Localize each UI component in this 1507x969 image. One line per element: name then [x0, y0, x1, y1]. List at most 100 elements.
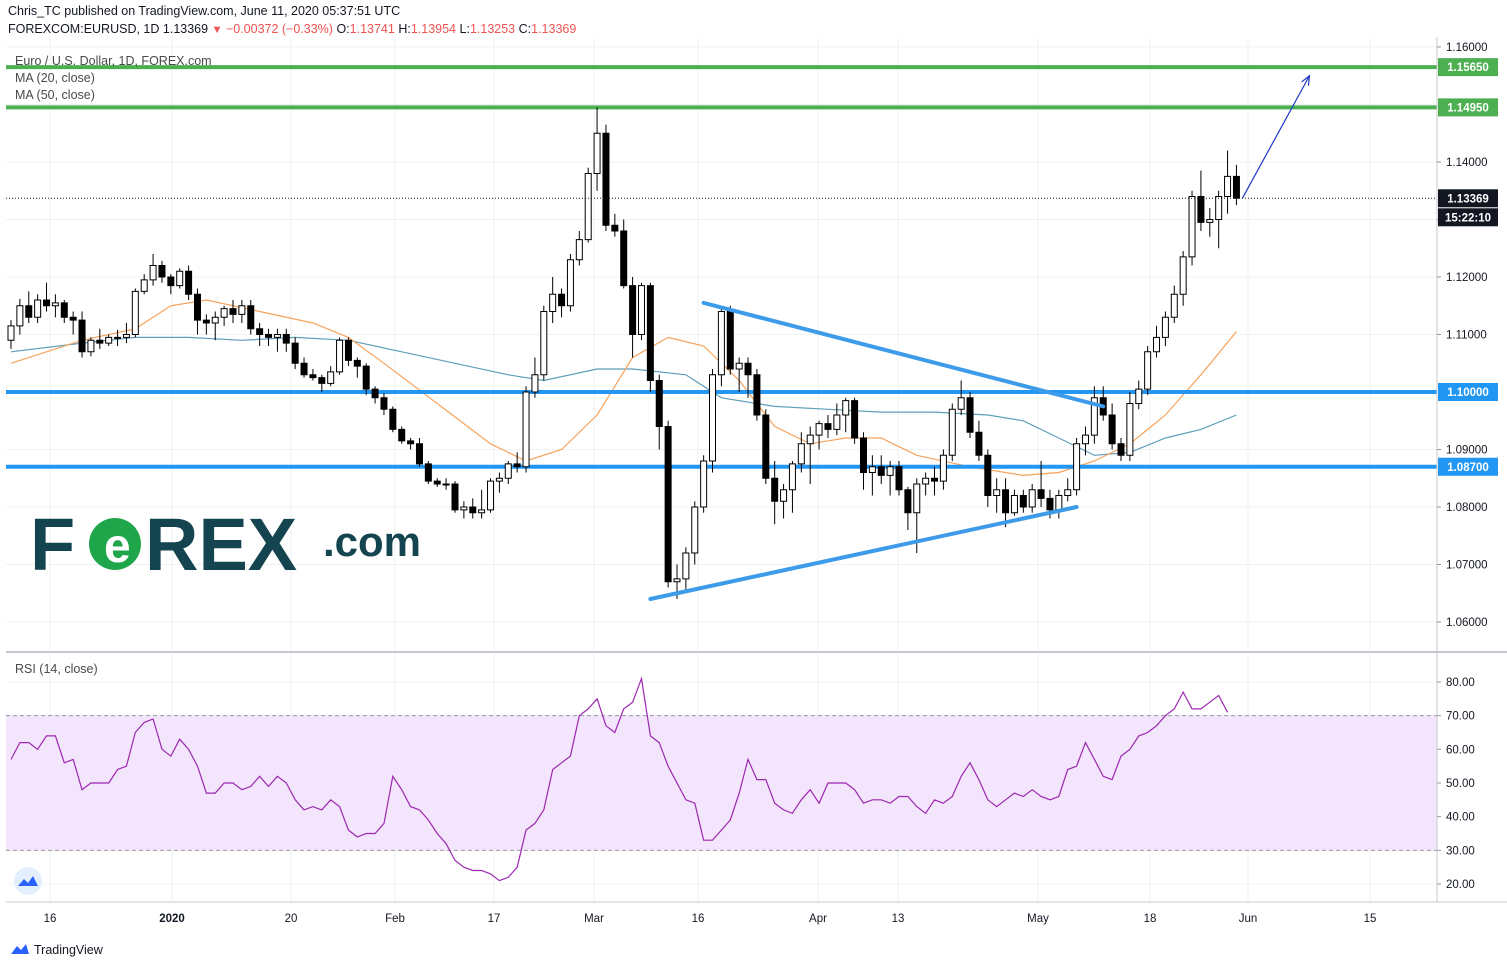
legend-rsi: RSI (14, close) [15, 662, 98, 676]
candle-down [726, 311, 734, 370]
candle-down [620, 230, 628, 287]
candle-up [487, 480, 495, 511]
trendline[interactable] [701, 300, 1106, 409]
arrow-shaft[interactable] [1241, 75, 1311, 199]
open-value: 1.13741 [349, 22, 395, 36]
candle-up [531, 374, 539, 393]
candle-down [291, 342, 299, 364]
rsi-band [6, 715, 1437, 851]
tradingview-badge[interactable] [14, 867, 42, 895]
candle-up [913, 483, 921, 514]
candle-down [513, 463, 521, 468]
trendlines[interactable] [648, 300, 1106, 601]
footer-brand[interactable]: TradingView [34, 942, 103, 957]
time-tick-label: 20 [285, 913, 298, 925]
candle-down [646, 285, 654, 381]
candle-up [842, 400, 850, 416]
candle-down [1046, 497, 1054, 511]
time-tick-label: 13 [892, 913, 905, 925]
candle-down [1197, 196, 1205, 223]
candle-down [762, 414, 770, 479]
candle-up [460, 506, 468, 511]
candle-down [558, 293, 566, 307]
candle-up [682, 552, 690, 580]
candle-up [833, 414, 841, 430]
candle-up [1179, 256, 1187, 295]
candle-down [1002, 489, 1010, 514]
candle-down [247, 305, 255, 330]
candle-up [122, 334, 130, 338]
time-tick-label: 2020 [159, 913, 185, 925]
candle-down [771, 477, 779, 502]
time-tick-label: 18 [1144, 913, 1157, 925]
ma20-line [10, 299, 1237, 477]
candle-up [87, 339, 95, 353]
candle-down [904, 489, 912, 514]
cloud-icon [18, 876, 38, 886]
legend-ma20: MA (20, close) [15, 71, 95, 85]
symbol-label[interactable]: FOREXCOM:EURUSD, 1D [8, 22, 160, 36]
candle-up [673, 578, 681, 583]
candle-down [167, 276, 175, 287]
time-axis[interactable]: 16 2020 20 Feb 17 Mar 16 Apr 13 May 18 Jun 15 [44, 913, 1377, 925]
footer: TradingView [10, 942, 103, 959]
watermark-coin-icon [89, 518, 141, 570]
tradingview-logo-icon[interactable] [10, 942, 30, 959]
candle-down [25, 305, 33, 318]
time-tick-label: 15 [1364, 913, 1377, 925]
candle-down [753, 374, 761, 416]
candle-up [700, 460, 708, 508]
trendline[interactable] [648, 505, 1079, 601]
candle-down [424, 463, 432, 482]
candle-up [717, 311, 725, 376]
price-axis[interactable]: 1.160001.140001.130001.120001.110001.090… [1437, 42, 1488, 629]
candle-up [735, 362, 743, 370]
candle-up [993, 489, 1001, 496]
candle-up [957, 397, 965, 410]
level-tag-blue-bg [1438, 457, 1498, 476]
price-tick-label: 1.16000 [1446, 42, 1488, 54]
candles [7, 107, 1240, 599]
close-label: C: [518, 22, 532, 36]
candle-down [877, 466, 885, 476]
candle-up [140, 279, 148, 292]
candle-down [229, 308, 237, 315]
candle-down [362, 365, 370, 390]
publisher-line: Chris_TC published on TradingView.com, J… [8, 4, 401, 18]
candle-down [1117, 443, 1125, 456]
candle-up [238, 305, 246, 315]
candle-up [114, 336, 122, 339]
watermark-rex: REX [145, 503, 297, 586]
candle-down [744, 362, 752, 376]
rsi-tick-label: 50.00 [1446, 778, 1475, 790]
rsi-axis[interactable]: 80.00 70.00 60.00 50.00 40.00 30.00 20.00 [1437, 677, 1475, 891]
candle-down [78, 319, 86, 353]
candle-up [691, 506, 699, 554]
candle-up [442, 483, 450, 486]
candle-down [309, 374, 317, 379]
candle-down [96, 339, 104, 344]
rsi-tick-label: 70.00 [1446, 711, 1475, 723]
candle-up [34, 299, 42, 318]
candle-down [158, 265, 166, 278]
last-price-tag-bg [1438, 189, 1498, 208]
candle-up [273, 334, 281, 338]
rsi-line [10, 676, 1229, 882]
projection-arrow[interactable] [1241, 74, 1311, 199]
candle-up [780, 489, 788, 502]
candle-up [1126, 403, 1134, 456]
open-label: O: [336, 22, 350, 36]
candle-up [575, 239, 583, 261]
candle-up [105, 336, 113, 344]
candle-up [806, 434, 814, 445]
time-tick-label: Jun [1239, 913, 1258, 925]
price-tick-label: 1.11000 [1446, 330, 1487, 342]
candle-down [371, 388, 379, 399]
time-tick-label: Mar [584, 913, 604, 925]
price-change: −0.00372 (−0.33%) [225, 22, 333, 36]
candle-down [389, 408, 397, 430]
candle-down [469, 506, 477, 514]
candle-up [1064, 489, 1072, 496]
horizontal-levels[interactable] [6, 65, 1437, 469]
